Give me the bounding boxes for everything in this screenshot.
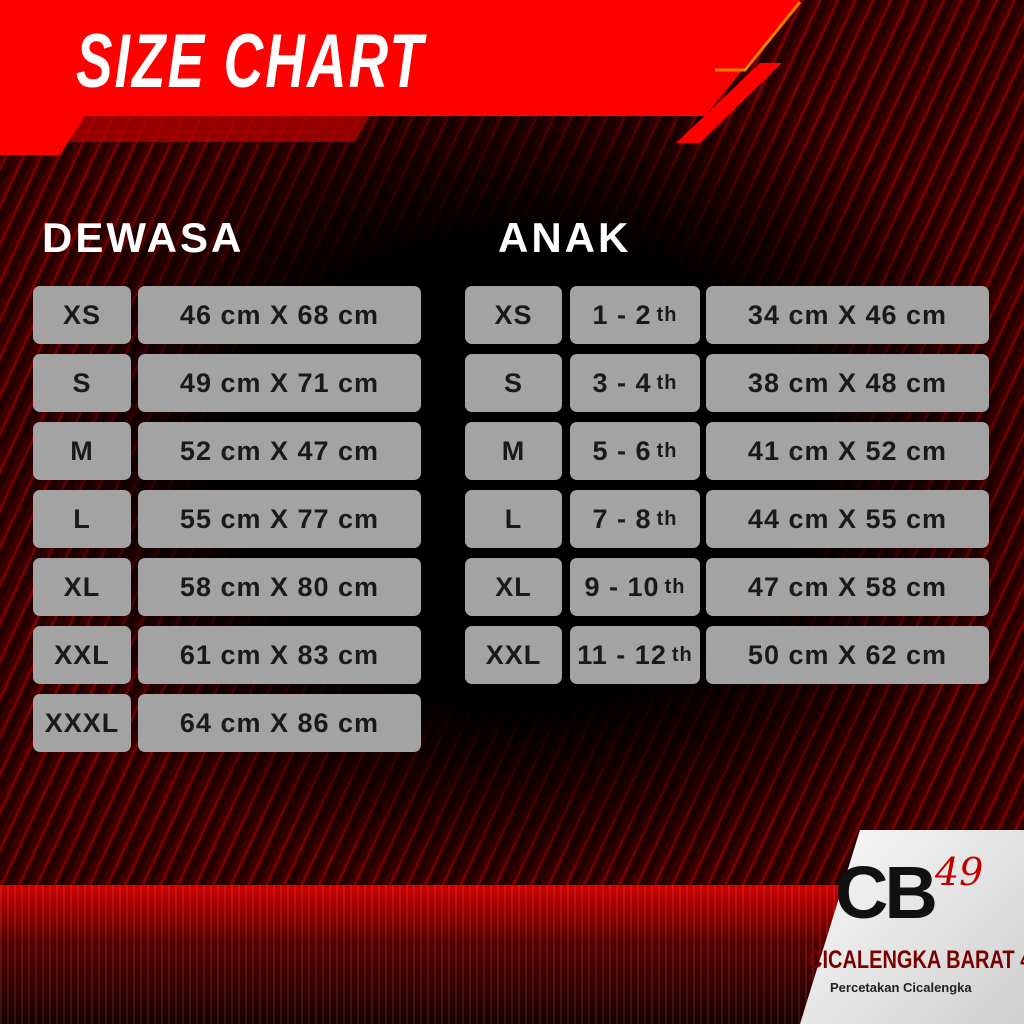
size-cell: M <box>33 422 131 480</box>
brand-name: CICALENGKA BARAT 49 <box>808 946 1024 974</box>
size-cell: S <box>33 354 131 412</box>
measure-cell-text: 55 cm X 77 cm <box>179 503 380 534</box>
size-cell: XS <box>33 286 131 344</box>
dewasa-heading: DEWASA <box>42 214 245 261</box>
size-cell-text: XL <box>495 571 532 602</box>
red-slash-accent <box>676 63 782 143</box>
brand-tagline: Percetakan Cicalengka <box>830 980 972 995</box>
size-cell-text: XL <box>63 571 101 602</box>
orange-accent-line <box>715 1 802 72</box>
size-cell-text: XS <box>494 299 533 330</box>
measure-cell: 49 cm X 71 cm <box>138 354 421 412</box>
measure-cell: 34 cm X 46 cm <box>706 286 989 344</box>
measure-cell-text: 64 cm X 86 cm <box>179 707 380 738</box>
age-unit: th <box>656 507 678 530</box>
age-unit: th <box>664 575 686 598</box>
measure-cell: 46 cm X 68 cm <box>138 286 421 344</box>
measure-cell: 38 cm X 48 cm <box>706 354 989 412</box>
measure-cell-text: 52 cm X 47 cm <box>179 435 380 466</box>
measure-cell: 41 cm X 52 cm <box>706 422 989 480</box>
measure-cell: 47 cm X 58 cm <box>706 558 989 616</box>
measure-cell: 52 cm X 47 cm <box>138 422 421 480</box>
size-cell-text: XXXL <box>44 707 120 738</box>
size-cell-text: XXL <box>54 639 110 670</box>
size-cell-text: M <box>501 435 526 466</box>
age-cell-text: 11 - 12 <box>577 639 667 670</box>
size-cell: L <box>33 490 131 548</box>
size-cell: XXXL <box>33 694 131 752</box>
measure-cell-text: 50 cm X 62 cm <box>747 639 948 670</box>
size-cell: XL <box>465 558 562 616</box>
measure-cell: 55 cm X 77 cm <box>138 490 421 548</box>
measure-cell: 50 cm X 62 cm <box>706 626 989 684</box>
header-banner <box>0 0 802 155</box>
age-cell-text: 7 - 8 <box>592 503 652 534</box>
age-unit: th <box>656 303 678 326</box>
page-title: SIZE CHART <box>76 19 425 104</box>
size-cell: XXL <box>33 626 131 684</box>
measure-cell-text: 44 cm X 55 cm <box>747 503 948 534</box>
size-cell: XXL <box>465 626 562 684</box>
measure-cell: 64 cm X 86 cm <box>138 694 421 752</box>
size-cell-text: XS <box>62 299 102 330</box>
age-unit: th <box>671 643 693 666</box>
age-cell-text: 1 - 2 <box>592 299 652 330</box>
size-cell: XL <box>33 558 131 616</box>
size-cell-text: S <box>503 367 523 398</box>
anak-heading: ANAK <box>498 214 632 261</box>
logo-mark: CB <box>835 851 938 934</box>
size-cell: XS <box>465 286 562 344</box>
measure-cell-text: 47 cm X 58 cm <box>747 571 948 602</box>
measure-cell-text: 38 cm X 48 cm <box>747 367 948 398</box>
age-unit: th <box>656 371 678 394</box>
measure-cell-text: 58 cm X 80 cm <box>179 571 380 602</box>
age-cell-text: 3 - 4 <box>592 367 652 398</box>
size-cell: M <box>465 422 562 480</box>
measure-cell-text: 34 cm X 46 cm <box>747 299 948 330</box>
size-cell-text: L <box>73 503 91 534</box>
measure-cell: 44 cm X 55 cm <box>706 490 989 548</box>
size-cell-text: M <box>70 435 94 466</box>
size-cell-text: L <box>504 503 523 534</box>
measure-cell: 58 cm X 80 cm <box>138 558 421 616</box>
header-red-shape <box>0 0 800 155</box>
measure-cell-text: 61 cm X 83 cm <box>179 639 380 670</box>
measure-cell: 61 cm X 83 cm <box>138 626 421 684</box>
size-cell-text: S <box>72 367 92 398</box>
logo-mark-sup: 49 <box>935 850 984 894</box>
size-cell: S <box>465 354 562 412</box>
age-cell-text: 5 - 6 <box>592 435 652 466</box>
size-cell: L <box>465 490 562 548</box>
measure-cell-text: 49 cm X 71 cm <box>179 367 380 398</box>
age-unit: th <box>656 439 678 462</box>
measure-cell-text: 41 cm X 52 cm <box>747 435 948 466</box>
size-cell-text: XXL <box>485 639 542 670</box>
measure-cell-text: 46 cm X 68 cm <box>179 299 380 330</box>
age-cell-text: 9 - 10 <box>584 571 660 602</box>
